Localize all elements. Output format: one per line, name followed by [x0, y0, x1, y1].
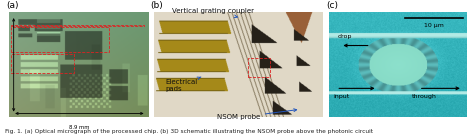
Text: 5.5 mm: 5.5 mm	[0, 54, 1, 75]
Text: Vertical grating coupler: Vertical grating coupler	[172, 8, 254, 18]
Text: Electrical
pads: Electrical pads	[166, 77, 201, 92]
Text: 10 μm: 10 μm	[424, 23, 444, 27]
Bar	[11, 54, 74, 73]
Text: input: input	[334, 94, 350, 99]
Text: (b): (b)	[151, 1, 164, 10]
Text: (c): (c)	[327, 1, 339, 10]
Bar	[11, 27, 109, 52]
Text: drop: drop	[337, 34, 352, 39]
Text: NSOM probe: NSOM probe	[217, 109, 297, 120]
Bar	[11, 25, 144, 26]
Text: (a): (a)	[7, 1, 19, 10]
Bar	[248, 58, 270, 77]
Text: Fig. 1. (a) Optical micrograph of the processed chip. (b) 3D schematic illustrat: Fig. 1. (a) Optical micrograph of the pr…	[5, 129, 373, 134]
Text: through: through	[412, 94, 437, 99]
Text: 8.9 mm: 8.9 mm	[69, 124, 90, 130]
